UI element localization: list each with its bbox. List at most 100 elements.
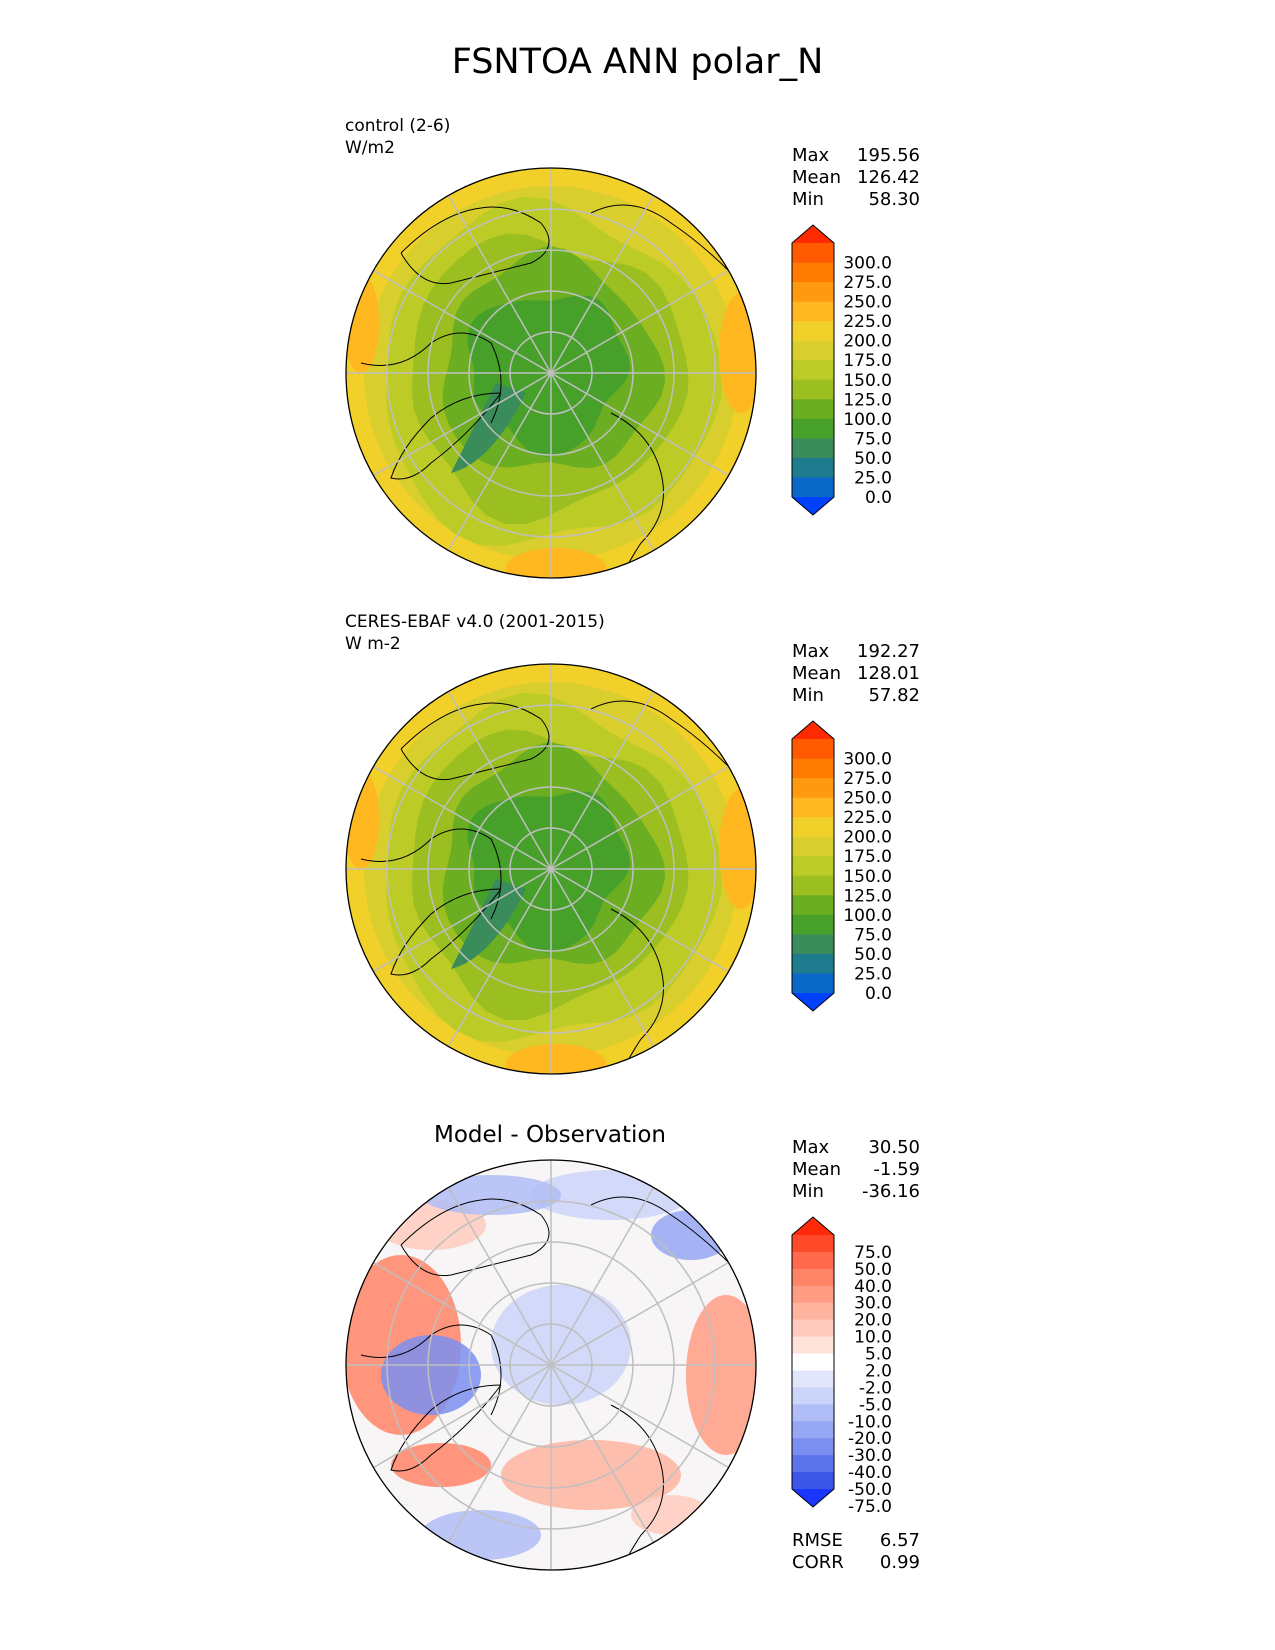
meridian-line — [373, 1261, 729, 1469]
stat-mean-value: 128.01 — [857, 663, 920, 684]
colorbar-tick-label: 275.0 — [843, 273, 892, 293]
coastline — [400, 206, 550, 285]
colorbar-segment — [792, 418, 834, 439]
panel-title: Model - Observation — [433, 1122, 667, 1148]
colorbar-tick-label: 40.0 — [854, 1277, 892, 1297]
colorbar-segment — [792, 301, 834, 322]
colorbar-segment — [792, 360, 834, 381]
colorbar-segment — [792, 1319, 834, 1338]
polar-map — [345, 663, 757, 1075]
colorbar-segment — [792, 1370, 834, 1388]
colorbar-tick-label: 5.0 — [865, 1345, 892, 1365]
coastline — [390, 1384, 502, 1472]
field-anomaly — [421, 1510, 541, 1560]
colorbar-segment — [792, 457, 834, 478]
colorbar-extend-max — [792, 721, 834, 739]
colorbar-segment — [792, 797, 834, 818]
colorbar-tick-label: 20.0 — [854, 1311, 892, 1331]
colorbar-segment — [792, 1235, 834, 1253]
colorbar-segment — [792, 856, 834, 877]
colorbar-tick-label: 25.0 — [854, 964, 892, 984]
colorbar-segment — [792, 778, 834, 799]
coastline — [360, 1324, 502, 1416]
colorbar-tick-label: 50.0 — [854, 1260, 892, 1280]
colorbar-tick-label: 225.0 — [843, 808, 892, 828]
colorbar-segment — [792, 739, 834, 760]
stat-mean-label: Mean — [792, 1159, 842, 1180]
colorbar-outline — [791, 224, 835, 516]
panel-subtitle-2: W m-2 — [345, 634, 401, 654]
panel-subtitle-1: CERES-EBAF v4.0 (2001-2015) — [345, 612, 605, 632]
colorbar-tick-label: -5.0 — [859, 1395, 892, 1415]
colorbar-tick-label: 125.0 — [843, 886, 892, 906]
colorbar-segment — [792, 758, 834, 779]
colorbar-tick-label: 250.0 — [843, 789, 892, 809]
field-anomaly — [686, 1295, 756, 1455]
field-anomaly — [381, 1335, 481, 1415]
map-field — [346, 1160, 756, 1570]
meridian-line — [373, 765, 729, 973]
colorbar-segment — [792, 1336, 834, 1355]
stat-max-label: Max — [792, 1137, 830, 1158]
graticule — [346, 1160, 756, 1570]
stat-min-value: -36.16 — [861, 1181, 920, 1202]
colorbar-segment — [792, 817, 834, 838]
coastline — [390, 392, 502, 480]
stat-max-value: 30.50 — [868, 1137, 920, 1158]
stat-mean-value: 126.42 — [857, 167, 920, 188]
colorbar-segment — [792, 914, 834, 935]
stat-min-label: Min — [792, 685, 824, 706]
colorbar-tick-label: 200.0 — [843, 828, 892, 848]
colorbar-segment — [792, 973, 834, 994]
metrics-block: RMSE 6.57 CORR 0.99 — [792, 1530, 920, 1574]
colorbar-segment — [792, 1285, 834, 1304]
coastline — [360, 332, 502, 424]
colorbar-tick-label: -40.0 — [848, 1463, 892, 1483]
colorbar-segment — [792, 1268, 834, 1287]
colorbar-extend-min — [792, 1489, 834, 1507]
stat-mean-label: Mean — [792, 167, 842, 188]
colorbar-tick-label: 200.0 — [843, 332, 892, 352]
colorbar-outline — [791, 720, 835, 1012]
colorbar-segment — [792, 379, 834, 400]
map-boundary — [345, 1159, 757, 1571]
stats-block: Max 30.50 Mean -1.59 Min -36.16 — [792, 1137, 920, 1203]
stat-mean-label: Mean — [792, 663, 842, 684]
coastline — [590, 204, 732, 274]
stat-max-value: 192.27 — [857, 641, 920, 662]
colorbar-segment — [792, 1455, 834, 1473]
field-band-warm — [506, 548, 606, 578]
colorbar-segment — [792, 836, 834, 857]
colorbar-tick-label: 0.0 — [865, 984, 892, 1004]
field-anomaly — [491, 1285, 631, 1405]
colorbar-tick-label: 30.0 — [854, 1294, 892, 1314]
colorbar-segment — [792, 282, 834, 303]
field-band — [451, 879, 526, 969]
stats-block: Max 195.56 Mean 126.42 Min 58.30 — [792, 145, 920, 211]
colorbar-segment — [792, 934, 834, 955]
colorbar-body — [791, 1216, 835, 1508]
colorbar-tick-label: 175.0 — [843, 847, 892, 867]
colorbar-tick-label: -20.0 — [848, 1429, 892, 1449]
colorbar-segment — [792, 477, 834, 498]
colorbar-extend-max — [792, 1217, 834, 1235]
polar-map — [345, 1159, 757, 1571]
colorbar-segment — [792, 340, 834, 361]
colorbar-segment — [792, 1472, 834, 1490]
colorbar-tick-label: 300.0 — [843, 750, 892, 770]
rmse-label: RMSE — [792, 1530, 843, 1551]
colorbar-extend-max — [792, 225, 834, 243]
colorbar-tick-label: 100.0 — [843, 410, 892, 430]
graticule — [346, 168, 756, 578]
colorbar-body — [791, 224, 835, 516]
colorbar-tick-label: 0.0 — [865, 488, 892, 508]
colorbar: 75.050.040.030.020.010.05.02.0-2.0-5.0-1… — [791, 1216, 892, 1517]
colorbar-body — [791, 720, 835, 1012]
corr-label: CORR — [792, 1552, 844, 1573]
coastline — [590, 700, 732, 770]
rmse-value: 6.57 — [879, 1530, 920, 1551]
colorbar-tick-label: 75.0 — [854, 1243, 892, 1263]
colorbar-tick-label: 100.0 — [843, 906, 892, 926]
colorbar: 300.0275.0250.0225.0200.0175.0150.0125.0… — [791, 720, 892, 1012]
colorbar-segment — [792, 321, 834, 342]
